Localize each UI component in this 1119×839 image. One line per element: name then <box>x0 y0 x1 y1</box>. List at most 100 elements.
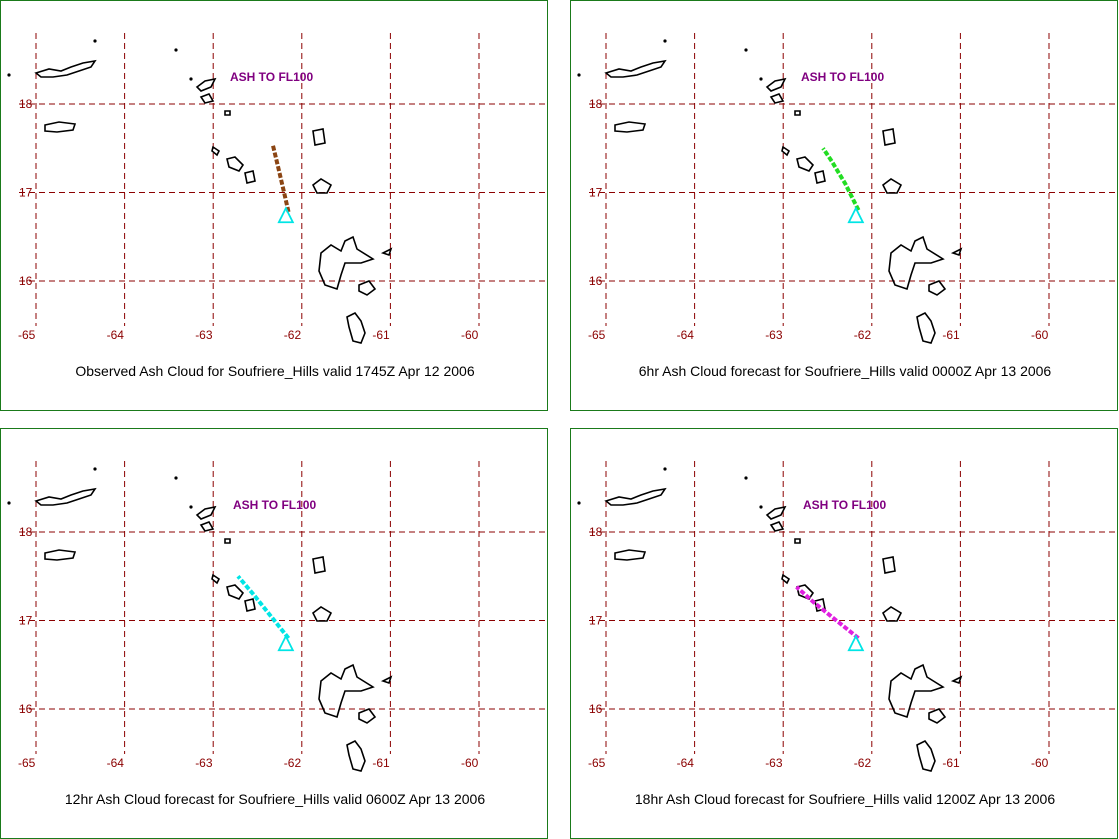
ash-map-panel-6hr: -65 -64 -63 -62 -61 -60 18 17 16 ASH TO FL100 6h… <box>570 0 1118 411</box>
longitude-tick-label: -62 <box>284 328 302 342</box>
longitude-tick-label: -61 <box>372 328 390 342</box>
islet-marker <box>744 476 748 480</box>
st-martin-coast <box>769 521 785 532</box>
latitude-tick-label: 17 <box>19 614 33 628</box>
latitude-tick-label: 16 <box>589 702 603 716</box>
latitude-tick-label: 18 <box>589 97 603 111</box>
ash-map-panel-12hr: -65 -64 -63 -62 -61 -60 18 17 16 ASH TO FL100 12… <box>0 428 548 839</box>
antigua-coast <box>881 178 903 194</box>
desirade-coast <box>380 675 393 685</box>
barbuda-coast <box>882 128 896 146</box>
ash-level-label: ASH TO FL100 <box>801 70 885 84</box>
islet-marker <box>174 476 178 480</box>
montserrat-coast <box>244 598 256 612</box>
graticule: -65 -64 -63 -62 -61 -60 18 17 16 <box>18 461 547 770</box>
islet-marker <box>93 39 97 43</box>
latitude-tick-label: 18 <box>589 525 603 539</box>
marie-galante-coast <box>928 280 947 296</box>
longitude-tick-label: -61 <box>942 328 960 342</box>
anguilla-coast <box>195 77 217 92</box>
panel-caption: 6hr Ash Cloud forecast for Soufriere_Hil… <box>638 363 1052 379</box>
longitude-tick-label: -64 <box>677 756 695 770</box>
latitude-tick-label: 16 <box>19 274 33 288</box>
longitude-tick-label: -62 <box>854 756 872 770</box>
guadeloupe-coast <box>888 235 945 291</box>
marie-galante-coast <box>928 708 947 724</box>
st-croix-coast <box>614 549 647 561</box>
saba-coast <box>224 538 231 544</box>
guadeloupe-coast <box>318 235 375 291</box>
graticule: -65 -64 -63 -62 -61 -60 18 17 16 <box>588 33 1117 342</box>
ash-map-panel-18hr: -65 -64 -63 -62 -61 -60 18 17 16 ASH TO FL100 18… <box>570 428 1118 839</box>
map-canvas: -65 -64 -63 -62 -61 -60 18 17 16 <box>7 33 547 344</box>
anguilla-coast <box>765 505 787 520</box>
islet-marker <box>663 467 667 471</box>
desirade-coast <box>380 247 393 257</box>
islet-marker <box>174 48 178 52</box>
dominica-coast <box>346 739 366 772</box>
longitude-tick-label: -65 <box>18 756 36 770</box>
guadeloupe-coast <box>888 663 945 719</box>
latitude-tick-label: 18 <box>19 97 33 111</box>
longitude-tick-label: -65 <box>588 756 606 770</box>
saba-coast <box>794 110 801 116</box>
ash-cloud-plume <box>795 585 860 640</box>
desirade-coast <box>950 675 963 685</box>
marie-galante-coast <box>358 280 377 296</box>
coastlines <box>7 39 393 344</box>
longitude-tick-label: -64 <box>107 328 125 342</box>
antigua-coast <box>311 178 333 194</box>
longitude-tick-label: -62 <box>854 328 872 342</box>
virgin-islands-coast <box>34 487 97 506</box>
islet-marker <box>7 73 11 77</box>
nevis-coast <box>796 156 815 172</box>
ash-cloud-plume <box>270 143 291 213</box>
longitude-tick-label: -60 <box>461 756 479 770</box>
virgin-islands-coast <box>604 59 667 78</box>
panel-caption: Observed Ash Cloud for Soufriere_Hills v… <box>75 363 475 379</box>
ash-cloud-plume <box>821 147 861 212</box>
longitude-tick-label: -64 <box>677 328 695 342</box>
graticule: -65 -64 -63 -62 -61 -60 18 17 16 <box>588 461 1117 770</box>
longitude-tick-label: -61 <box>372 756 390 770</box>
longitude-tick-label: -63 <box>765 756 783 770</box>
longitude-tick-label: -60 <box>1031 328 1049 342</box>
st-martin-coast <box>199 93 215 104</box>
st-martin-coast <box>199 521 215 532</box>
islet-marker <box>7 501 11 505</box>
longitude-tick-label: -63 <box>195 756 213 770</box>
latitude-tick-label: 17 <box>589 186 603 200</box>
longitude-tick-label: -65 <box>18 328 36 342</box>
longitude-tick-label: -62 <box>284 756 302 770</box>
islet-marker <box>759 77 763 81</box>
map-canvas: -65 -64 -63 -62 -61 -60 18 17 16 <box>577 461 1117 772</box>
latitude-tick-label: 16 <box>589 274 603 288</box>
ash-map-panel-observed: -65 -64 -63 -62 -61 -60 18 17 16 ASH TO FL100 Ob… <box>0 0 548 411</box>
saba-coast <box>224 110 231 116</box>
st-kitts-coast <box>781 573 791 585</box>
volcano-triangle-icon <box>277 206 295 224</box>
panel-caption: 18hr Ash Cloud forecast for Soufriere_Hi… <box>634 791 1056 807</box>
islet-marker <box>189 505 193 509</box>
latitude-tick-label: 16 <box>19 702 33 716</box>
ash-cloud-plume <box>236 574 291 640</box>
marie-galante-coast <box>358 708 377 724</box>
longitude-tick-label: -60 <box>461 328 479 342</box>
montserrat-coast <box>244 170 256 184</box>
latitude-tick-label: 17 <box>19 186 33 200</box>
panel-caption: 12hr Ash Cloud forecast for Soufriere_Hi… <box>64 791 486 807</box>
volcano-triangle-icon <box>847 634 865 652</box>
map-canvas: -65 -64 -63 -62 -61 -60 18 17 16 <box>7 461 547 772</box>
st-kitts-coast <box>211 573 221 585</box>
montserrat-coast <box>814 170 826 184</box>
map-canvas: -65 -64 -63 -62 -61 -60 18 17 16 <box>577 33 1117 344</box>
islet-marker <box>577 501 581 505</box>
virgin-islands-coast <box>34 59 97 78</box>
longitude-tick-label: -60 <box>1031 756 1049 770</box>
st-kitts-coast <box>211 145 221 157</box>
volcano-triangle-icon <box>277 634 295 652</box>
latitude-tick-label: 18 <box>19 525 33 539</box>
barbuda-coast <box>312 556 326 574</box>
antigua-coast <box>311 606 333 622</box>
coastlines <box>577 467 963 772</box>
